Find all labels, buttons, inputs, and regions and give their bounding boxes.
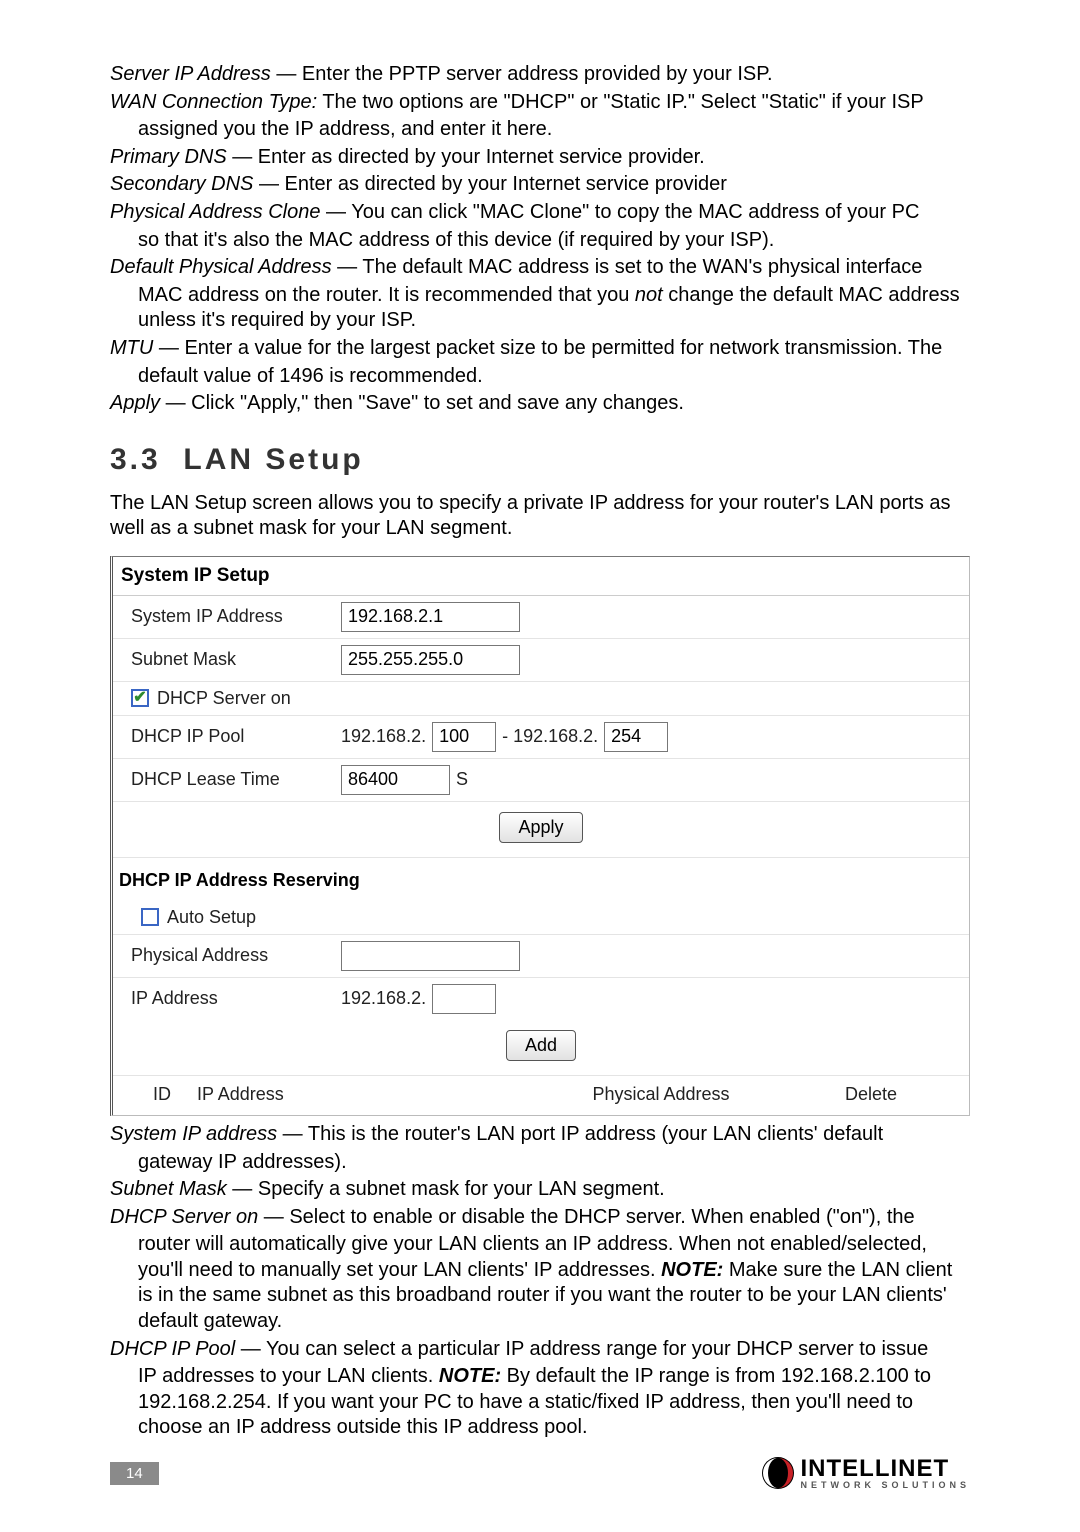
row-ip-addr: IP Address 192.168.2. [113,978,969,1020]
panel-heading-system-ip: System IP Setup [113,563,969,596]
def-item: Default Physical Address — The default M… [110,255,970,281]
bottom-definitions: System IP address — This is the router's… [110,1122,970,1441]
checkbox-auto-setup[interactable] [141,908,159,926]
def-cont: router will automatically give your LAN … [110,1232,970,1334]
top-definitions: Server IP Address — Enter the PPTP serve… [110,62,970,417]
row-subnet: Subnet Mask [113,639,969,682]
section-heading: 3.3 LAN Setup [110,443,970,477]
def-cont: assigned you the IP address, and enter i… [110,117,970,143]
checkbox-dhcp-on[interactable]: ✔ [131,689,149,707]
ip-prefix: 192.168.2. [341,988,426,1009]
row-auto-setup: Auto Setup [113,901,969,935]
def-cont: default value of 1496 is recommended. [110,364,970,390]
def-item: DHCP IP Pool — You can select a particul… [110,1337,970,1363]
brand-icon [761,1456,795,1490]
brand-name: INTELLINET [801,1457,971,1481]
panel-heading-reserving: DHCP IP Address Reserving [113,858,969,901]
def-item: Physical Address Clone — You can click "… [110,200,970,226]
def-item: Server IP Address — Enter the PPTP serve… [110,62,970,88]
pool-prefix-1: 192.168.2. [341,726,426,747]
brand-logo: INTELLINET NETWORK SOLUTIONS [761,1456,971,1490]
page-number: 14 [110,1462,159,1485]
input-pool-end[interactable] [604,722,668,752]
label-system-ip: System IP Address [131,606,341,627]
def-item: MTU — Enter a value for the largest pack… [110,336,970,362]
row-dhcp-pool: DHCP IP Pool 192.168.2. - 192.168.2. [113,716,969,759]
label-auto-setup: Auto Setup [167,907,256,928]
def-item: WAN Connection Type: The two options are… [110,90,970,116]
def-cont: MAC address on the router. It is recomme… [110,283,970,334]
label-subnet: Subnet Mask [131,649,341,670]
col-del: Delete [845,1084,955,1105]
apply-button[interactable]: Apply [499,812,582,843]
row-dhcp-on: ✔ DHCP Server on [113,682,969,716]
add-button[interactable]: Add [506,1030,576,1061]
input-lease[interactable] [341,765,450,795]
row-system-ip: System IP Address [113,596,969,639]
page-footer: 14 INTELLINET NETWORK SOLUTIONS [110,1456,970,1490]
lan-setup-panel: System IP Setup System IP Address Subnet… [110,556,970,1116]
row-apply: Apply [113,802,969,858]
label-ip-addr: IP Address [131,988,341,1009]
def-item: Subnet Mask — Specify a subnet mask for … [110,1177,970,1203]
label-dhcp-pool: DHCP IP Pool [131,726,341,747]
input-system-ip[interactable] [341,602,520,632]
pool-dash: - 192.168.2. [502,726,598,747]
col-phys: Physical Address [477,1084,845,1105]
input-pool-start[interactable] [432,722,496,752]
def-item: Primary DNS — Enter as directed by your … [110,145,970,171]
section-intro: The LAN Setup screen allows you to speci… [110,491,970,542]
row-lease: DHCP Lease Time S [113,759,969,802]
def-cont: so that it's also the MAC address of thi… [110,228,970,254]
def-item: DHCP Server on — Select to enable or dis… [110,1205,970,1231]
def-item: Secondary DNS — Enter as directed by you… [110,172,970,198]
row-phys-addr: Physical Address [113,935,969,978]
label-lease: DHCP Lease Time [131,769,341,790]
def-item: Apply — Click "Apply," then "Save" to se… [110,391,970,417]
label-phys-addr: Physical Address [131,945,341,966]
reserve-list-header: ID IP Address Physical Address Delete [113,1076,969,1115]
col-id: ID [127,1084,197,1105]
row-add: Add [113,1020,969,1076]
col-ip: IP Address [197,1084,477,1105]
label-dhcp-on: DHCP Server on [157,688,291,709]
input-ip-addr[interactable] [432,984,496,1014]
lease-unit: S [456,769,468,790]
input-subnet[interactable] [341,645,520,675]
def-cont: gateway IP addresses). [110,1150,970,1176]
def-cont: IP addresses to your LAN clients. NOTE: … [110,1364,970,1441]
brand-sub: NETWORK SOLUTIONS [801,1481,971,1490]
def-item: System IP address — This is the router's… [110,1122,970,1148]
input-phys-addr[interactable] [341,941,520,971]
